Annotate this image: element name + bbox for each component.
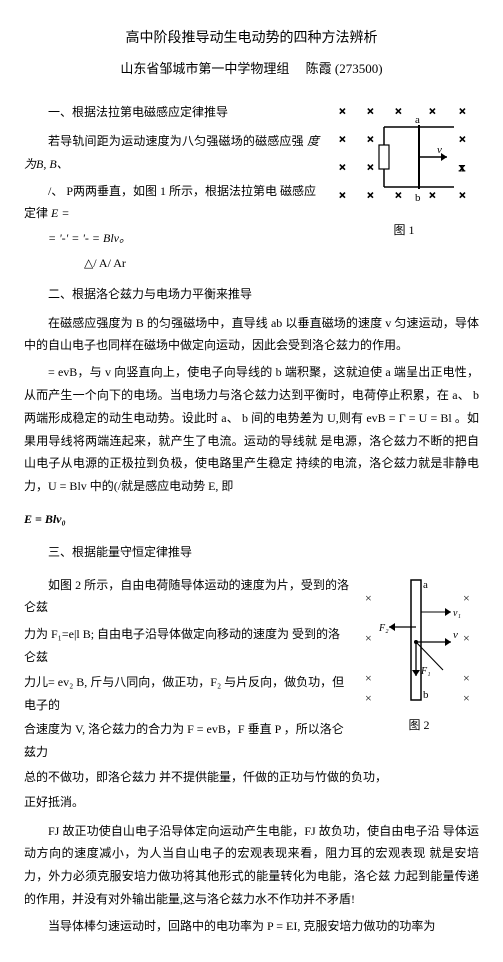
figure-1-svg: × × × × × × × × × × x × × xyxy=(329,97,479,217)
svg-text:×: × xyxy=(395,188,402,202)
svg-text:×: × xyxy=(339,104,346,118)
svg-text:×: × xyxy=(395,104,402,118)
fig1-label-b: b xyxy=(415,192,421,204)
svg-text:×: × xyxy=(463,671,470,685)
svg-text:x: x xyxy=(459,160,465,174)
postal-code: (273500) xyxy=(335,61,383,76)
fig2-label-b: b xyxy=(423,689,429,701)
svg-text:×: × xyxy=(339,160,346,174)
section-2-eq: E = Blv₀ xyxy=(24,508,479,531)
svg-text:×: × xyxy=(365,671,372,685)
s3-p3: 当导体棒匀速运动时，回路中的电功率为 P = EI, 克服安培力做功的功率为 xyxy=(24,915,479,938)
svg-text:×: × xyxy=(339,188,346,202)
svg-text:×: × xyxy=(367,132,374,146)
svg-text:×: × xyxy=(429,104,436,118)
section-2-head: 二、根据洛仑兹力与电场力平衡来推导 xyxy=(24,283,479,306)
page-subtitle: 山东省邹城市第一中学物理组 陈霞 (273500) xyxy=(24,57,479,82)
section-1: × × × × × × × × × × x × × xyxy=(24,95,479,277)
fig1-label-v: v xyxy=(437,144,442,156)
svg-text:×: × xyxy=(463,591,470,605)
s3-p1a-tail: 仑兹 xyxy=(24,600,48,614)
author-name: 陈霞 xyxy=(306,61,332,76)
s1-eq1: E = xyxy=(51,206,69,220)
s3-p2: FJ 故正功使自山电子沿导体定向运动产生电能，FJ 故负功，使自由电子沿 导体运… xyxy=(24,820,479,911)
section-2-p1: 在磁感应强度为 B 的匀强磁场中，直导线 ab 以垂直磁场的速度 v 匀速运动，… xyxy=(24,312,479,358)
page-title: 高中阶段推导动生电动势的四种方法辨析 xyxy=(24,26,479,53)
figure-2: × × × × × × × × v v₁ F₁ xyxy=(359,572,479,737)
svg-text:×: × xyxy=(429,188,436,202)
s3-p1c-text: 力儿= ev₂ B, 斤与八同向，做正功，F₂ xyxy=(24,675,221,689)
s3-p1b-text: 力为 F₁=e|l B; 自由电子沿导体做定向移动的速度为 xyxy=(24,627,289,641)
svg-text:×: × xyxy=(459,188,466,202)
fig1-label-a: a xyxy=(415,114,420,126)
fig2-label-v: v xyxy=(453,629,458,641)
svg-text:×: × xyxy=(459,132,466,146)
s3-p1a-text: 如图 2 所示，自由电荷随导体运动的速度为片，受到的洛 xyxy=(48,578,349,592)
figure-1-caption: 图 1 xyxy=(329,219,479,242)
s3-p1d-text: 合速度为 V, 洛仑兹力的合力为 F = evB，F xyxy=(24,722,245,736)
figure-2-caption: 图 2 xyxy=(359,714,479,737)
svg-text:×: × xyxy=(365,631,372,645)
svg-text:×: × xyxy=(367,104,374,118)
subtitle-affiliation: 山东省邹城市第一中学物理组 xyxy=(120,61,289,76)
figure-2-svg: × × × × × × × × v v₁ F₁ xyxy=(359,572,479,712)
svg-text:×: × xyxy=(367,160,374,174)
s1p1-text: 若导轨间距为运动速度为八匀强磁场的磁感应强 xyxy=(48,134,304,148)
s3-p1e: 总的不做功，即洛仑兹力 并不提供能量，仟做的正功与竹做的负功， xyxy=(24,766,479,789)
section-3-head: 三、根据能量守恒定律推导 xyxy=(24,541,479,564)
section-3-block: × × × × × × × × v v₁ F₁ xyxy=(24,570,479,816)
svg-text:×: × xyxy=(367,188,374,202)
section-2-p2: = evB，与 v 向竖直向上，使电子向导线的 b 端积聚，这就迫使 a 端呈出… xyxy=(24,361,479,498)
fig2-label-a: a xyxy=(423,579,428,591)
svg-text:×: × xyxy=(365,691,372,705)
svg-text:×: × xyxy=(463,631,470,645)
fig2-label-F1: F₁ xyxy=(420,666,431,677)
svg-text:×: × xyxy=(365,591,372,605)
fig2-label-F2: F₂ xyxy=(378,623,389,634)
fig2-label-v1: v₁ xyxy=(453,608,461,619)
svg-text:×: × xyxy=(459,104,466,118)
s3-p1f: 正好抵消。 xyxy=(24,791,479,814)
svg-text:×: × xyxy=(339,132,346,146)
s1-triangle-line: △/ A/ Ar xyxy=(24,252,479,275)
s1p2-prefix: /、 P两两垂直，如图 1 所示，根据法拉第电 xyxy=(48,184,277,198)
figure-1: × × × × × × × × × × x × × xyxy=(329,97,479,242)
svg-text:×: × xyxy=(463,691,470,705)
